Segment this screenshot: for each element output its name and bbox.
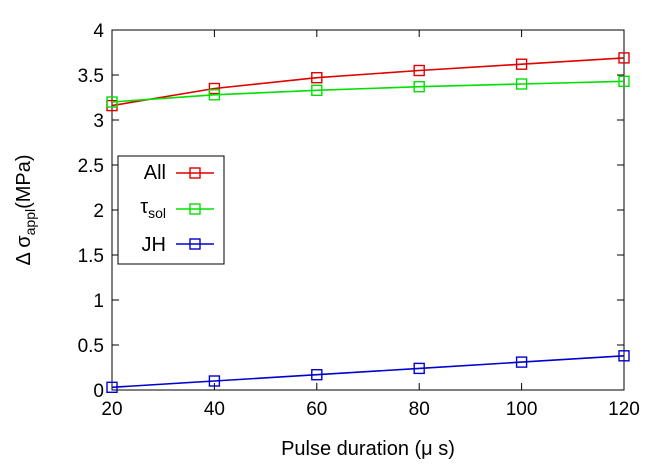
data-point [106,96,118,108]
data-point [515,58,528,70]
y-tick-label: 2.5 [78,156,104,177]
legend: All τsol JH [117,155,225,265]
series-layer [106,52,630,393]
y-tick-label: 1 [93,291,104,312]
series-line [111,57,625,107]
data-point [515,356,528,368]
legend-label-all: All [144,162,166,184]
data-point [106,381,118,393]
data-point [311,71,323,84]
legend-item-jh: JH [142,234,214,256]
y-tick-label: 0.5 [78,336,104,357]
axis-tick-labels: 20 40 60 80 100 120 0 0.5 1 1.5 2 2.5 3 3.5 4 [78,21,640,420]
data-point [311,369,323,381]
data-point [515,78,528,90]
series-1 [106,75,630,108]
series-line [111,355,625,389]
legend-label-jh: JH [142,234,166,256]
x-tick-label: 20 [101,399,122,420]
y-tick-label: 3.5 [78,66,104,87]
data-point [311,84,323,97]
x-axis-label: Pulse duration (μ s) [281,438,455,460]
y-tick-label: 0 [93,381,104,402]
data-point [208,82,221,95]
legend-marker-all [189,167,201,179]
x-tick-label: 100 [506,399,538,420]
data-point [413,362,425,375]
data-point [618,52,630,64]
legend-label-tau-sub: sol [148,205,166,221]
y-tick-label: 1.5 [78,246,104,267]
legend-label-tau-main: τ [140,196,148,218]
data-point [618,75,630,88]
y-tick-label: 3 [93,111,104,132]
y-axis-label-suffix: (MPa) [13,154,35,208]
data-point [618,350,630,362]
x-tick-label: 120 [608,399,640,420]
series-2 [106,350,630,393]
data-point [208,89,221,101]
y-axis-label: Δ σappl(MPa) [13,154,38,265]
legend-item-all: All [144,162,214,184]
x-tick-label: 80 [409,399,430,420]
y-tick-label: 2 [93,201,104,222]
legend-item-tau-sol: τsol [140,196,214,221]
y-axis-label-prefix: Δ σ [13,235,35,266]
axis-ticks [111,29,625,391]
series-line [111,80,625,103]
legend-label-tau-sol: τsol [140,196,166,221]
x-tick-label: 40 [204,399,225,420]
data-point [413,64,425,77]
x-tick-label: 60 [306,399,327,420]
data-point [208,375,221,387]
legend-marker-jh [189,238,201,250]
y-tick-label: 4 [93,21,104,42]
data-point [413,80,425,93]
series-0 [106,52,630,112]
legend-marker-tau-sol [189,203,201,215]
y-axis-label-subscript: appl [22,209,38,235]
legend-box [117,155,225,265]
